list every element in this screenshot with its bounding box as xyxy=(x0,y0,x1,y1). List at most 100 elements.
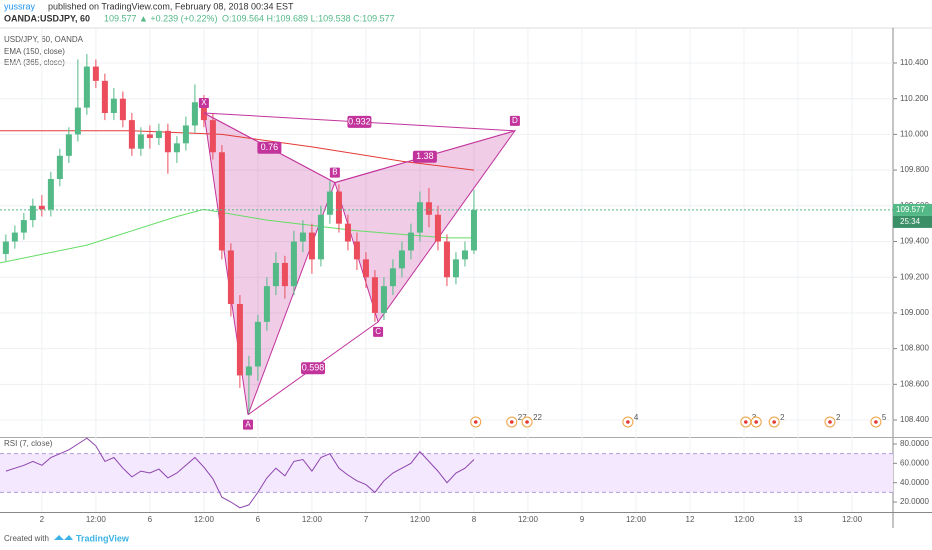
ema-line xyxy=(0,208,474,264)
x-tick-label: 2 xyxy=(40,515,45,524)
candle-body xyxy=(182,125,189,144)
y-tick-label: 109.000 xyxy=(900,308,929,317)
x-tick-label: 13 xyxy=(794,515,803,524)
point-label: A xyxy=(245,420,251,429)
candle-body xyxy=(362,259,369,278)
leg-label-box xyxy=(412,150,437,163)
leg-label: 0.598 xyxy=(302,363,325,373)
x-tick-label: 12:00 xyxy=(410,515,431,524)
candle-body xyxy=(353,241,360,260)
candle-body xyxy=(2,241,9,255)
last-price-box xyxy=(893,203,932,216)
y-tick-label: 108.400 xyxy=(900,415,929,424)
y-tick-label: 109.800 xyxy=(900,165,929,174)
published: published on TradingView.com, February 0… xyxy=(48,1,294,11)
rsi-title: RSI (7, close) xyxy=(4,439,53,448)
candle-body xyxy=(74,107,81,135)
last: 109.577 xyxy=(104,13,137,23)
candle-body xyxy=(200,102,207,121)
leg-label-box xyxy=(257,141,282,154)
last-price-label: 109.577 xyxy=(896,205,925,214)
candle-body xyxy=(416,202,423,233)
event-dot xyxy=(525,420,529,424)
point-label-box xyxy=(198,97,209,108)
rsi-tick-label: 40.0000 xyxy=(900,478,929,487)
x-tick-label: 12:00 xyxy=(842,515,863,524)
event-dot xyxy=(874,420,878,424)
event-dot xyxy=(473,420,478,424)
event-count: 4 xyxy=(634,413,639,422)
x-tick-label: 12:00 xyxy=(194,515,215,524)
candle-body xyxy=(308,232,315,260)
event-dot xyxy=(744,420,748,424)
y-tick-label: 110.200 xyxy=(900,94,929,103)
point-label: D xyxy=(512,116,518,125)
x-tick-label: 8 xyxy=(472,515,477,524)
footer-brand[interactable]: TradingView xyxy=(76,533,130,543)
candle-body xyxy=(263,286,270,322)
candle-body xyxy=(344,223,351,242)
candle-body xyxy=(209,120,216,153)
logo xyxy=(54,535,73,540)
candle-body xyxy=(317,214,324,260)
candle-body xyxy=(254,321,261,367)
x-tick-label: 12 xyxy=(686,515,695,524)
candle-body xyxy=(173,143,180,153)
event-count: 5 xyxy=(882,413,887,422)
ohlc: O:109.564 H:109.689 L:109.538 C:109.577 xyxy=(222,13,395,23)
y-tick-label: 108.600 xyxy=(900,379,929,388)
leg-label-box xyxy=(301,362,326,375)
point-label-box xyxy=(509,115,520,126)
candle-body xyxy=(218,152,225,251)
rsi-tick-label: 20.0000 xyxy=(900,497,929,506)
y-tick-label: 109.400 xyxy=(900,237,929,246)
countdown-box xyxy=(893,215,932,228)
candle-body xyxy=(47,179,54,210)
event-dot xyxy=(509,420,514,424)
candle-body xyxy=(461,250,468,260)
y-tick-label: 108.800 xyxy=(900,344,929,353)
x-tick-label: 7 xyxy=(364,515,369,524)
event-dot xyxy=(772,420,776,424)
chart-title: USD/JPY, 60, OANDA xyxy=(4,35,84,44)
x-tick-label: 12:00 xyxy=(734,515,755,524)
x-tick-label: 12:00 xyxy=(86,515,107,524)
rsi-band xyxy=(0,453,893,493)
candle-body xyxy=(227,250,234,304)
x-tick-label: 6 xyxy=(256,515,261,524)
candle-body xyxy=(11,232,18,242)
rsi-tick-label: 80.0000 xyxy=(900,439,929,448)
legend-entry: EMA (150, close) xyxy=(4,47,65,56)
candle-body xyxy=(236,303,243,376)
candle-body xyxy=(101,80,108,113)
candle-body xyxy=(470,209,477,251)
candle-body xyxy=(272,262,279,287)
candle-body xyxy=(20,220,27,233)
candle-body xyxy=(398,250,405,269)
y-tick-label: 110.400 xyxy=(900,58,929,67)
candle-body xyxy=(56,155,63,180)
footer-created: Created with xyxy=(4,534,49,543)
ema-line xyxy=(0,130,475,171)
event-dot xyxy=(828,420,832,424)
candle-body xyxy=(380,286,387,313)
event-count: 27 xyxy=(518,413,527,422)
author[interactable]: yussray xyxy=(4,1,36,11)
candle-body xyxy=(146,134,153,138)
candle-body xyxy=(92,66,99,81)
x-tick-label: 12:00 xyxy=(302,515,323,524)
point-label-box xyxy=(373,326,384,337)
rsi-tick-label: 60.0000 xyxy=(900,458,929,467)
candle-body xyxy=(452,259,459,278)
event-count: 2 xyxy=(780,413,785,422)
candle-body xyxy=(137,134,144,149)
leg-label-box xyxy=(347,115,372,128)
point-label: X xyxy=(201,98,207,107)
y-tick-label: 110.000 xyxy=(900,130,929,139)
leg-label: 1.38 xyxy=(416,151,434,161)
candle-body xyxy=(119,98,126,121)
x-tick-label: 6 xyxy=(148,515,153,524)
point-label: B xyxy=(332,168,337,177)
